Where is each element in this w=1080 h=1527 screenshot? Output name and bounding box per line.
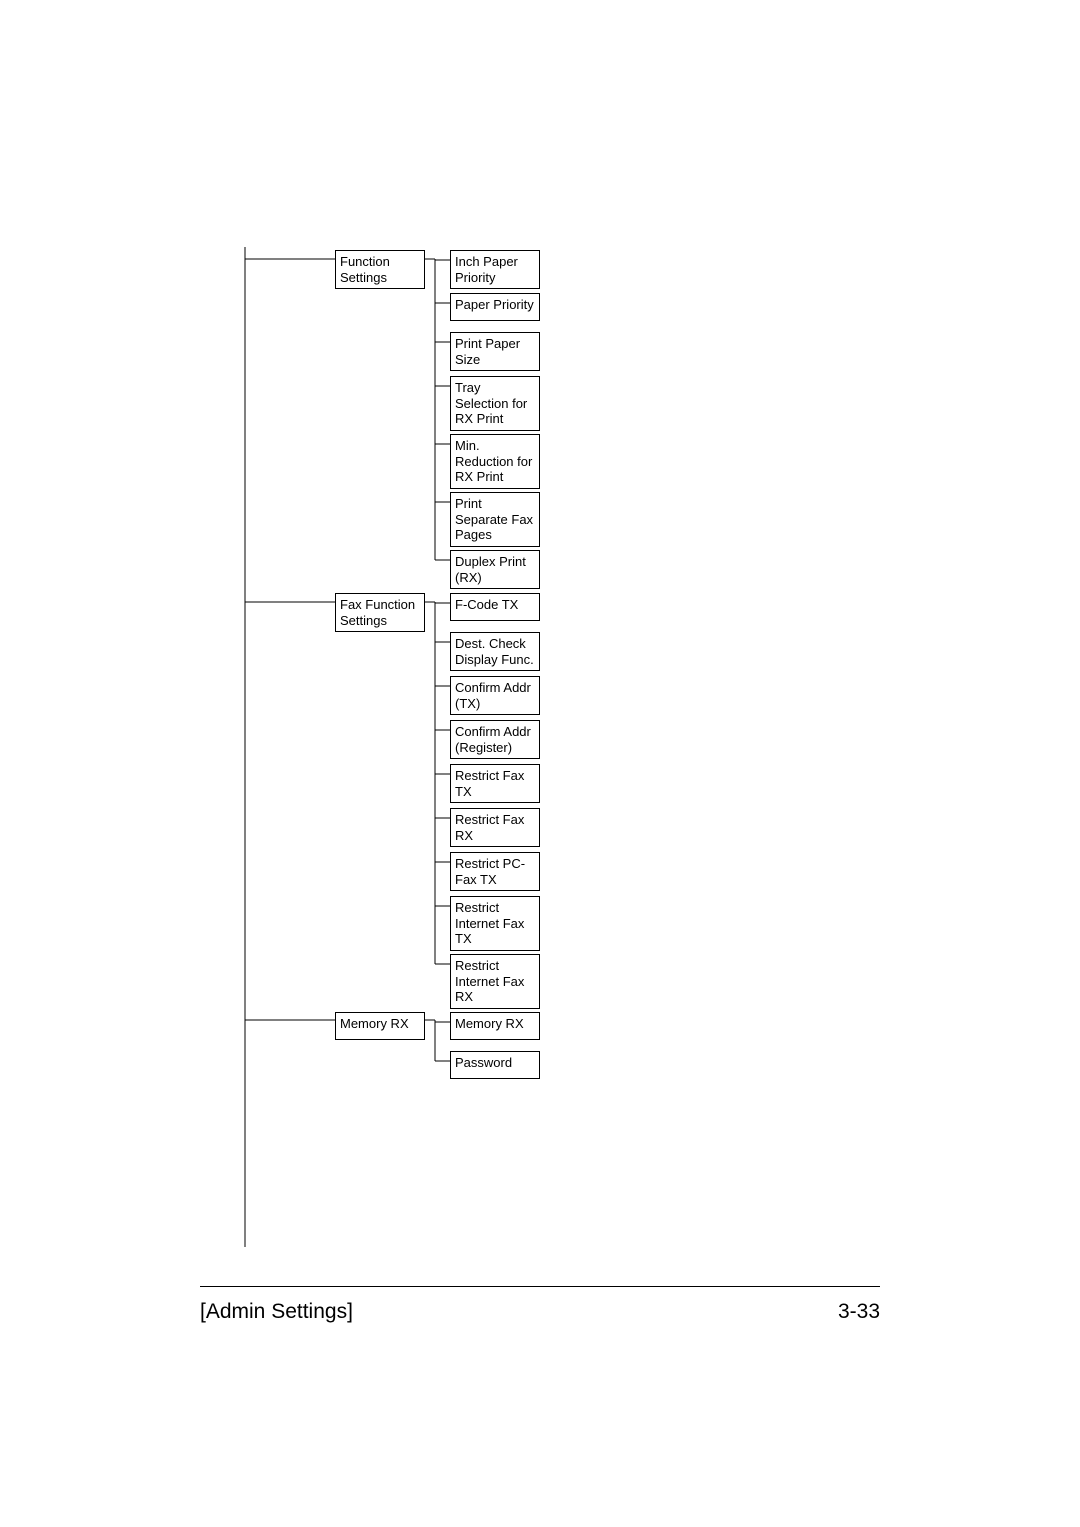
footer-section-title: [Admin Settings] (200, 1300, 353, 1324)
footer-rule (200, 1286, 880, 1287)
footer-page-number: 3-33 (838, 1300, 880, 1324)
